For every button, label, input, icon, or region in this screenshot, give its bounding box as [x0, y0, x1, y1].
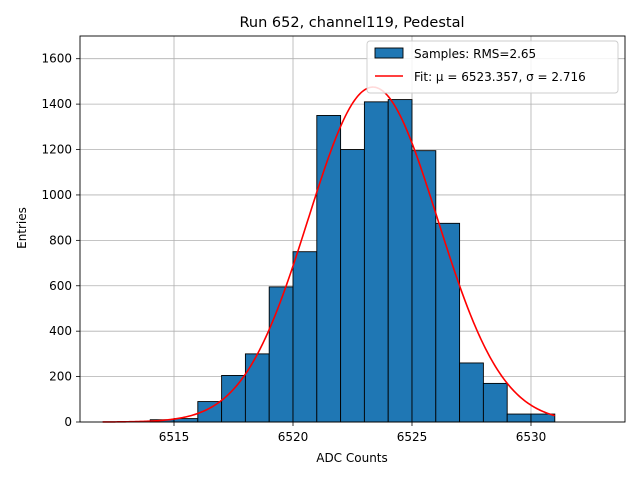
histogram-bar — [340, 149, 365, 423]
y-tick-label: 800 — [49, 233, 72, 247]
y-tick-label: 1000 — [41, 188, 72, 202]
y-tick-label: 600 — [49, 279, 72, 293]
x-tick-label: 6520 — [278, 430, 309, 444]
x-tick-label: 6525 — [397, 430, 428, 444]
chart-title: Run 652, channel119, Pedestal — [239, 15, 464, 31]
y-tick-label: 0 — [64, 415, 72, 429]
histogram-bar — [244, 353, 270, 423]
histogram-bar — [221, 375, 246, 423]
histogram-bar — [411, 150, 437, 423]
histogram-bar — [459, 362, 484, 423]
legend-swatch-samples — [374, 47, 404, 59]
x-axis-ticks: 6515 6520 6525 6530 — [159, 422, 547, 444]
histogram-bar — [482, 382, 508, 423]
histogram-bar — [292, 251, 318, 423]
y-tick-label: 1600 — [41, 52, 72, 66]
y-tick-label: 200 — [49, 370, 72, 384]
plot-frame — [79, 35, 626, 423]
y-tick-label: 1200 — [41, 143, 72, 157]
histogram-bar — [387, 99, 413, 423]
histogram-bar — [316, 115, 342, 423]
histogram-bars — [149, 99, 556, 423]
y-tick-label: 1400 — [41, 97, 72, 111]
histogram-bar — [363, 101, 389, 423]
y-axis-ticks: 0 200 400 600 800 1000 1200 1400 1600 — [41, 52, 80, 429]
legend-label-fit: Fit: μ = 6523.357, σ = 2.716 — [414, 70, 586, 84]
x-tick-label: 6515 — [159, 430, 190, 444]
legend-label-samples: Samples: RMS=2.65 — [414, 47, 536, 61]
histogram-bar — [435, 222, 461, 423]
y-tick-label: 400 — [49, 324, 72, 338]
y-axis-label: Entries — [15, 207, 29, 249]
legend: Samples: RMS=2.65 Fit: μ = 6523.357, σ =… — [366, 40, 619, 94]
histogram-bar — [268, 286, 294, 423]
legend-box — [366, 40, 619, 94]
x-tick-label: 6530 — [516, 430, 547, 444]
fit-curve-line — [102, 86, 556, 423]
histogram-bar — [506, 413, 532, 423]
x-axis-label: ADC Counts — [316, 451, 388, 465]
